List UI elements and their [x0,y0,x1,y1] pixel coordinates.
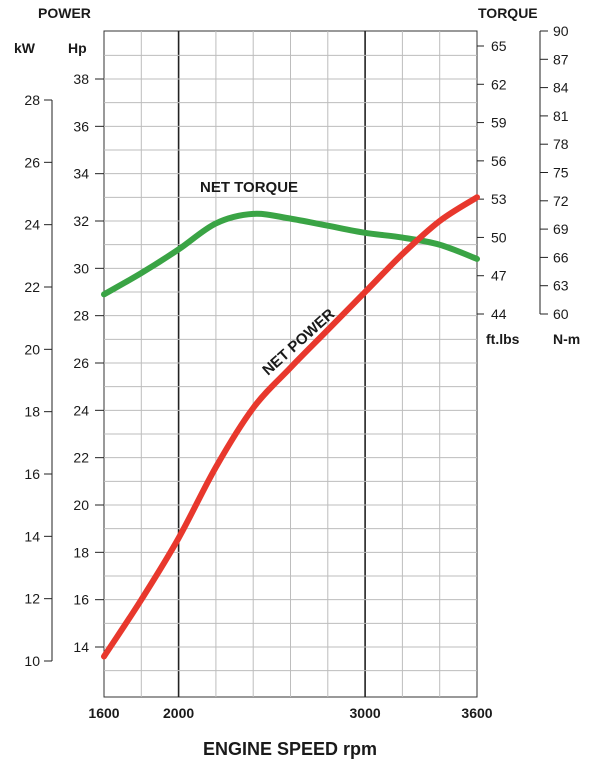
nm-tick-label: 84 [553,80,569,96]
net-power-line [101,194,480,660]
nm-unit-label: N-m [553,331,580,347]
x-tick-label: 2000 [163,705,194,721]
kw-unit-label: kW [14,40,36,56]
torque-title: TORQUE [478,5,538,21]
x-tick-label: 1600 [88,705,119,721]
x-axis-title: ENGINE SPEED rpm [203,739,377,759]
kw-tick-label: 10 [24,653,40,669]
ftlbs-tick-label: 56 [491,153,507,169]
ftlbs-tick-label: 50 [491,229,507,245]
nm-tick-label: 69 [553,221,569,237]
kw-tick-label: 22 [24,279,40,295]
x-tick-label: 3000 [350,705,381,721]
ftlbs-tick-label: 53 [491,191,507,207]
nm-tick-label: 87 [553,51,569,67]
kw-tick-label: 14 [24,528,40,544]
nm-tick-label: 81 [553,108,569,124]
hp-tick-label: 28 [73,308,89,324]
net-torque-label: NET TORQUE [200,179,298,196]
ftlbs-unit-label: ft.lbs [486,331,520,347]
grid-lines [104,31,477,697]
hp-tick-label: 22 [73,450,89,466]
hp-tick-label: 18 [73,544,89,560]
hp-tick-label: 14 [73,639,89,655]
nm-tick-label: 78 [553,136,569,152]
hp-tick-label: 32 [73,213,89,229]
kw-tick-label: 26 [24,154,40,170]
kw-tick-label: 24 [24,217,40,233]
kw-tick-label: 12 [24,591,40,607]
ftlbs-tick-label: 47 [491,268,507,284]
hp-tick-label: 34 [73,166,89,182]
series-layer [101,194,480,660]
kw-tick-label: 28 [24,92,40,108]
power-title: POWER [38,5,91,21]
net-torque-line [101,210,480,298]
nm-tick-label: 63 [553,278,569,294]
ftlbs-tick-label: 59 [491,115,507,131]
kw-tick-label: 16 [24,466,40,482]
hp-tick-label: 24 [73,402,89,418]
hp-tick-label: 30 [73,260,89,276]
hp-unit-label: Hp [68,40,87,56]
nm-tick-label: 60 [553,306,569,322]
nm-tick-label: 75 [553,165,569,181]
hp-tick-label: 26 [73,355,89,371]
hp-tick-label: 20 [73,497,89,513]
hp-tick-label: 16 [73,592,89,608]
nm-tick-label: 66 [553,249,569,265]
ftlbs-tick-label: 62 [491,76,507,92]
nm-tick-label: 72 [553,193,569,209]
kw-tick-label: 18 [24,404,40,420]
hp-tick-label: 36 [73,118,89,134]
kw-tick-label: 20 [24,341,40,357]
ftlbs-tick-label: 65 [491,38,507,54]
axes: 1600 2000 3000 3600 14 16 18 20 22 24 26 28 30 32 34 36… [24,23,568,721]
hp-tick-label: 38 [73,71,89,87]
ftlbs-tick-label: 44 [491,306,507,322]
x-tick-label: 3600 [461,705,492,721]
nm-tick-label: 90 [553,23,569,39]
